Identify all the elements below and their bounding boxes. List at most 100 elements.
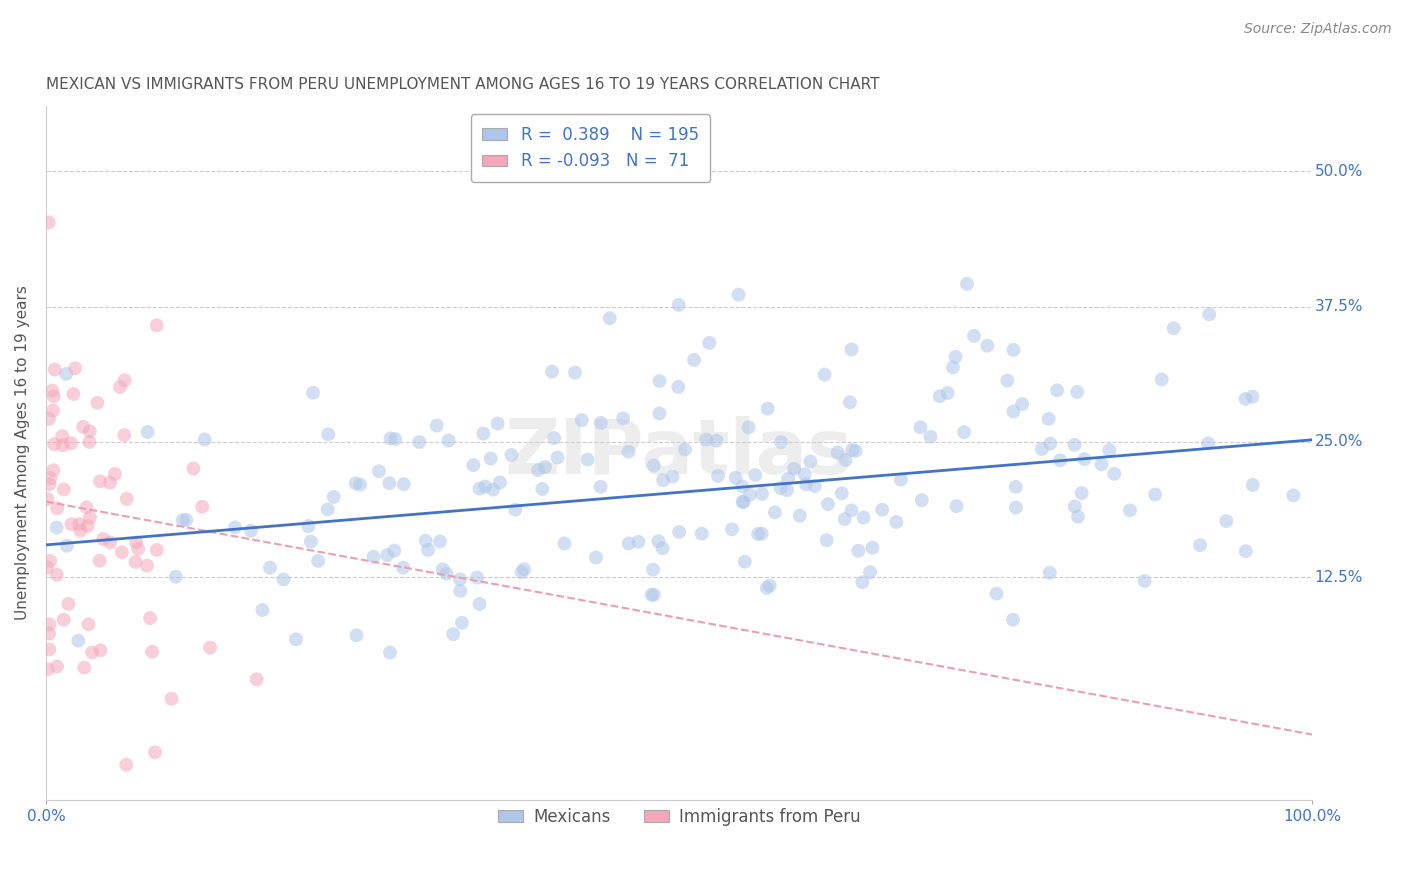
Point xyxy=(73,660,96,674)
Point xyxy=(1282,488,1305,502)
Point xyxy=(451,615,474,630)
Point xyxy=(747,527,769,541)
Point xyxy=(89,554,111,568)
Point xyxy=(346,628,368,642)
Point xyxy=(38,412,60,426)
Point xyxy=(42,389,65,403)
Point xyxy=(42,463,65,477)
Point xyxy=(585,550,607,565)
Point xyxy=(127,541,149,556)
Point xyxy=(817,497,839,511)
Text: 12.5%: 12.5% xyxy=(1315,570,1362,585)
Point xyxy=(141,645,163,659)
Text: 50.0%: 50.0% xyxy=(1315,163,1362,178)
Point xyxy=(89,643,111,657)
Point xyxy=(661,469,683,483)
Point xyxy=(799,454,821,468)
Point xyxy=(1005,500,1028,515)
Point xyxy=(531,482,554,496)
Point xyxy=(640,588,662,602)
Point xyxy=(382,543,405,558)
Point xyxy=(648,374,671,388)
Point xyxy=(239,524,262,538)
Point xyxy=(612,411,634,425)
Legend: Mexicans, Immigrants from Peru: Mexicans, Immigrants from Peru xyxy=(491,801,868,833)
Point xyxy=(956,277,979,291)
Point xyxy=(125,535,148,549)
Point xyxy=(67,517,90,532)
Point xyxy=(489,475,512,490)
Point xyxy=(51,429,73,443)
Y-axis label: Unemployment Among Ages 16 to 19 years: Unemployment Among Ages 16 to 19 years xyxy=(15,285,30,620)
Point xyxy=(136,558,159,573)
Point xyxy=(1144,487,1167,501)
Point xyxy=(415,533,437,548)
Point xyxy=(911,493,934,508)
Point xyxy=(60,517,83,532)
Point xyxy=(63,361,86,376)
Point xyxy=(76,500,98,515)
Point xyxy=(695,433,717,447)
Point xyxy=(111,545,134,559)
Point xyxy=(145,318,167,333)
Point xyxy=(39,471,62,485)
Point xyxy=(38,642,60,657)
Point xyxy=(527,463,550,477)
Point xyxy=(472,426,495,441)
Point xyxy=(191,500,214,514)
Point xyxy=(641,563,664,577)
Point xyxy=(98,535,121,549)
Point xyxy=(437,434,460,448)
Point xyxy=(976,339,998,353)
Point xyxy=(104,467,127,481)
Point xyxy=(860,541,883,555)
Point xyxy=(794,477,817,491)
Point xyxy=(115,757,138,772)
Point xyxy=(543,431,565,445)
Point xyxy=(652,473,675,487)
Point xyxy=(707,468,730,483)
Point xyxy=(52,803,75,817)
Point xyxy=(474,479,496,493)
Point xyxy=(1189,538,1212,552)
Point xyxy=(468,597,491,611)
Point xyxy=(831,486,853,500)
Point xyxy=(890,473,912,487)
Point xyxy=(852,510,875,524)
Point xyxy=(378,646,401,660)
Point xyxy=(146,543,169,558)
Point xyxy=(648,406,671,420)
Point xyxy=(224,520,246,534)
Text: 25.0%: 25.0% xyxy=(1315,434,1362,450)
Point xyxy=(408,435,430,450)
Point xyxy=(1049,453,1071,467)
Point xyxy=(986,587,1008,601)
Point xyxy=(67,633,90,648)
Point xyxy=(845,444,868,458)
Point xyxy=(793,467,815,482)
Point xyxy=(910,420,932,434)
Point xyxy=(589,480,612,494)
Point xyxy=(815,533,838,548)
Point xyxy=(1241,478,1264,492)
Point xyxy=(136,425,159,439)
Point xyxy=(363,549,385,564)
Point xyxy=(392,477,415,491)
Point xyxy=(510,565,533,579)
Point xyxy=(1090,457,1112,471)
Point xyxy=(673,442,696,457)
Point xyxy=(928,389,950,403)
Point xyxy=(392,561,415,575)
Point xyxy=(436,566,458,581)
Point xyxy=(62,387,84,401)
Point xyxy=(479,451,502,466)
Point xyxy=(706,434,728,448)
Point xyxy=(60,436,83,450)
Point xyxy=(751,487,773,501)
Point xyxy=(58,597,80,611)
Point xyxy=(827,445,849,459)
Point xyxy=(859,565,882,579)
Point xyxy=(1098,443,1121,458)
Point xyxy=(776,483,799,498)
Point xyxy=(273,573,295,587)
